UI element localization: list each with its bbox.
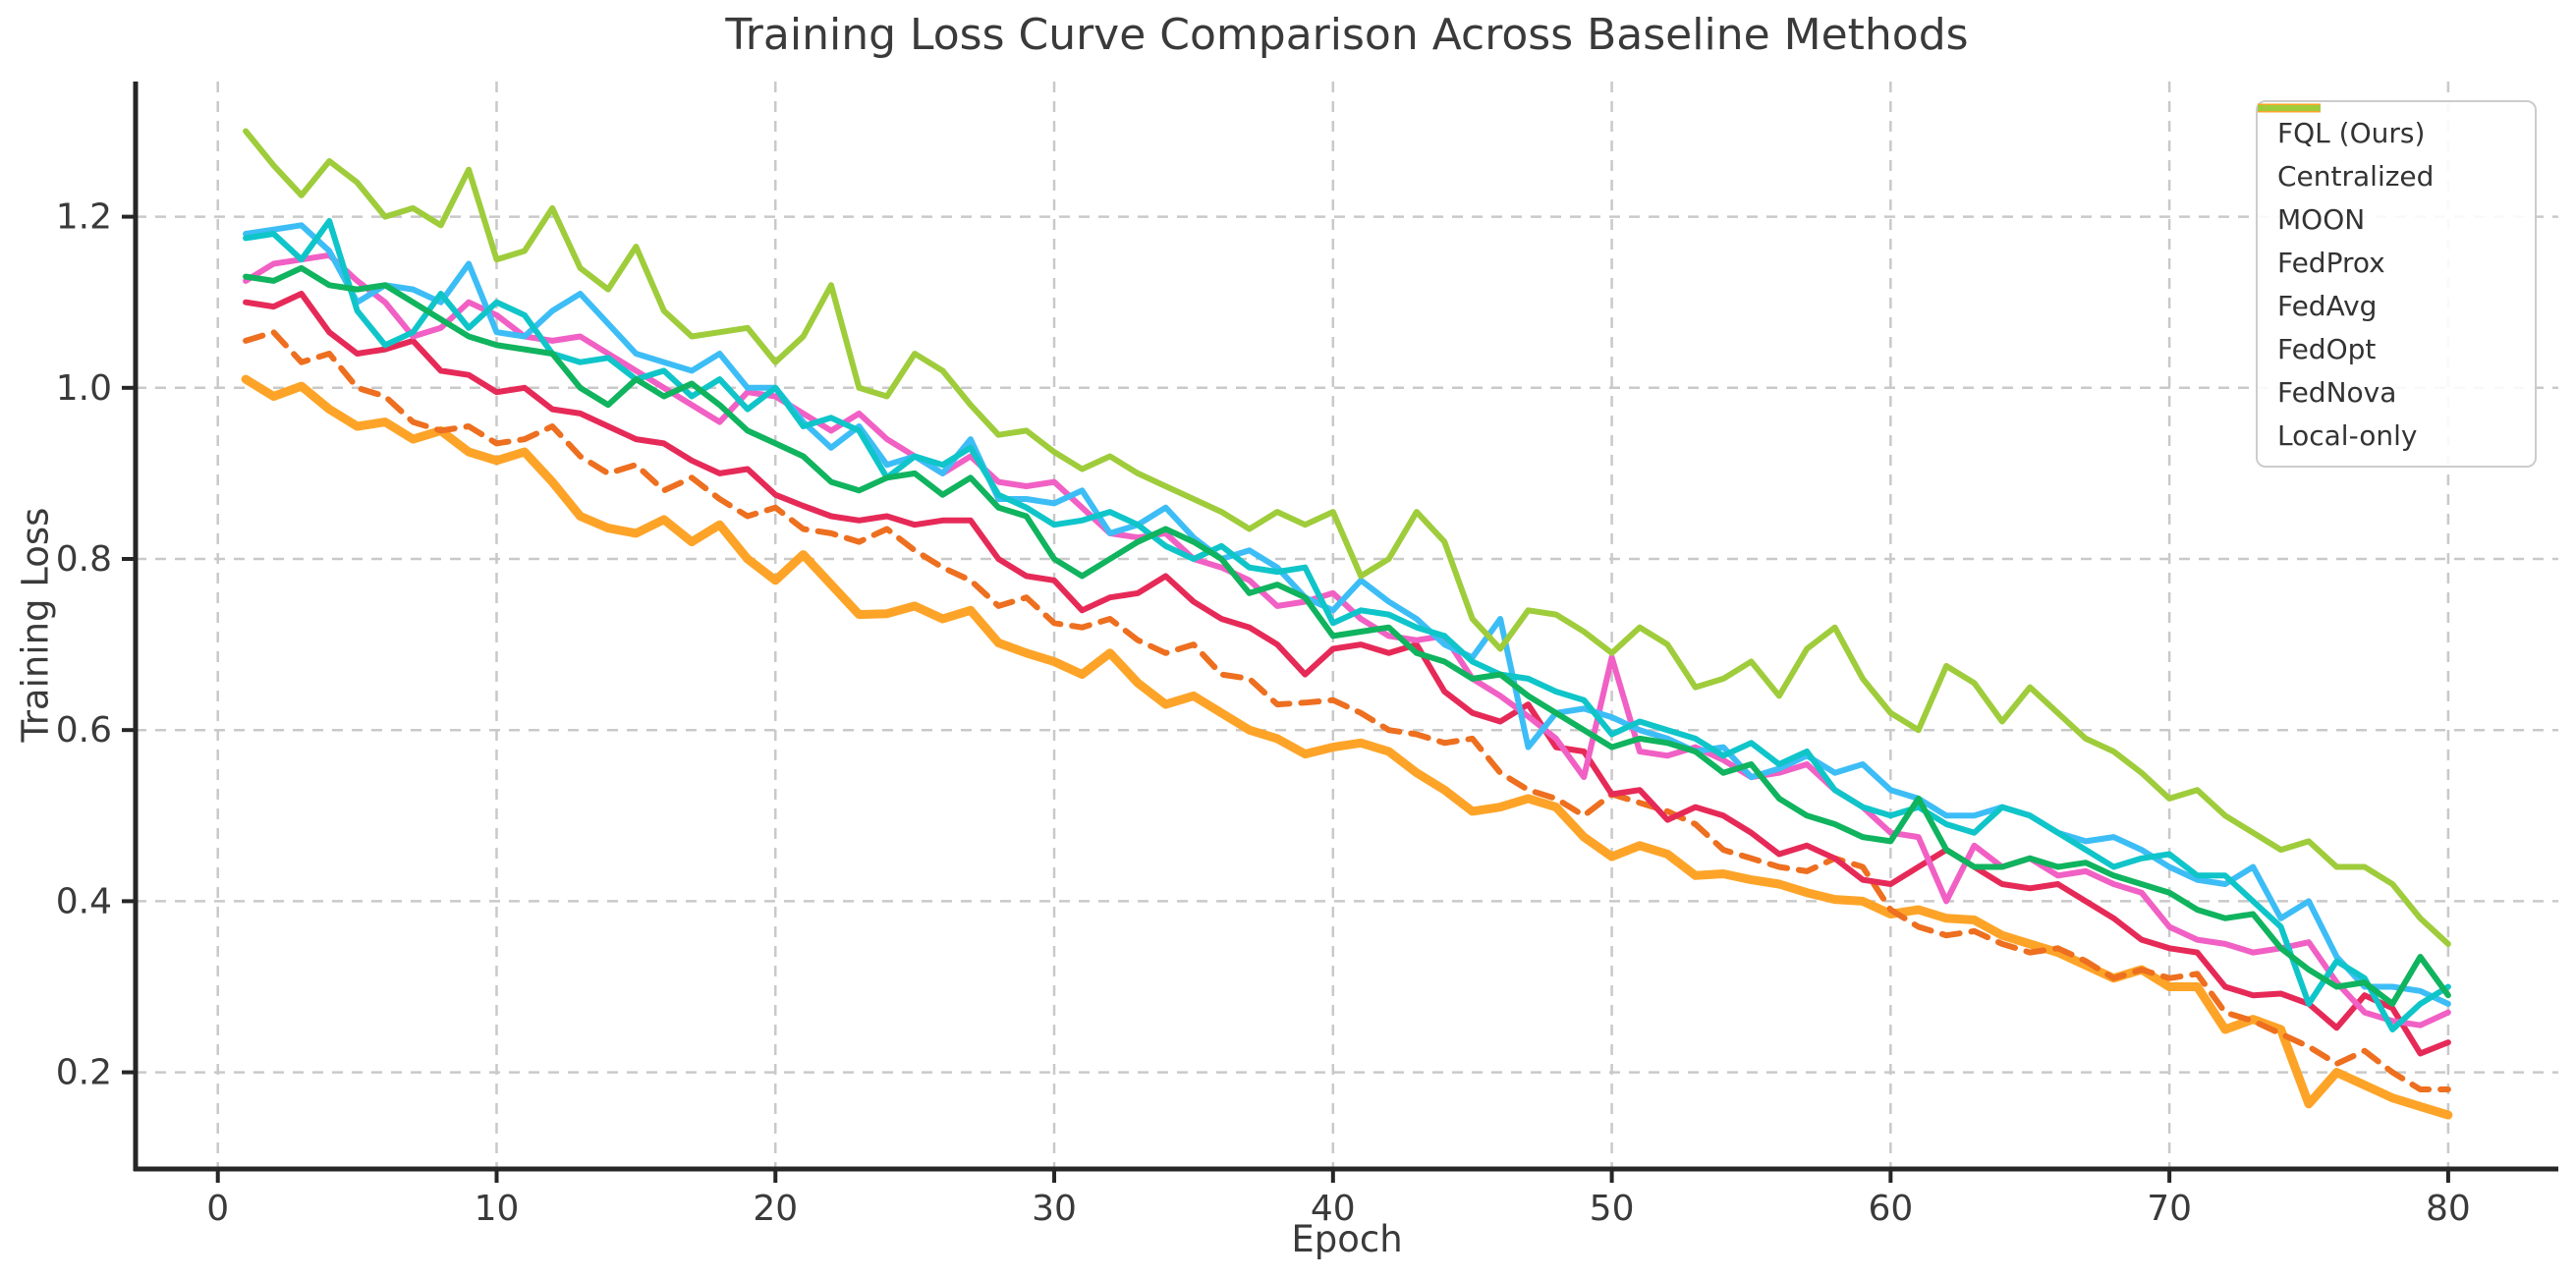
- chart-title: Training Loss Curve Comparison Across Ba…: [725, 10, 1969, 60]
- x-tick-label: 20: [753, 1189, 798, 1229]
- x-tick-label: 10: [475, 1189, 520, 1229]
- x-tick-label: 30: [1032, 1189, 1077, 1229]
- legend-label: FQL (Ours): [2277, 116, 2426, 149]
- legend: FQL (Ours) Centralized MOON FedProx FedAvg Fe…: [2256, 100, 2537, 468]
- series-line-fednova: [243, 264, 2451, 1007]
- y-tick-label: 1.0: [56, 368, 112, 409]
- legend-item: FedNova: [2258, 105, 2535, 414]
- y-tick-label: 0.4: [56, 881, 112, 921]
- x-tick-label: 80: [2426, 1189, 2471, 1229]
- x-tick-label: 0: [206, 1189, 229, 1229]
- legend-label: FedOpt: [2277, 332, 2377, 365]
- legend-item: Centralized: [2258, 105, 2535, 197]
- legend-label: FedProx: [2277, 246, 2385, 279]
- series-line-moon: [243, 291, 2451, 1057]
- legend-label: FedAvg: [2277, 289, 2378, 322]
- y-tick-label: 0.8: [56, 539, 112, 580]
- y-tick-label: 0.6: [56, 710, 112, 751]
- legend-label: Local-only: [2277, 418, 2418, 452]
- x-axis-label: Epoch: [1291, 1218, 1403, 1260]
- legend-item: FedOpt: [2258, 105, 2535, 370]
- series-line-fql-ours: [241, 374, 2453, 1120]
- x-tick-label: 70: [2147, 1189, 2192, 1229]
- series-line-local-only: [243, 128, 2451, 947]
- legend-label: Centralized: [2277, 159, 2435, 193]
- legend-item: MOON: [2258, 105, 2535, 241]
- legend-label: MOON: [2277, 202, 2366, 236]
- x-tick-label: 50: [1590, 1189, 1635, 1229]
- legend-label: FedNova: [2277, 375, 2397, 409]
- series-line-fedavg: [243, 222, 2451, 1007]
- series-line-fedprox: [243, 251, 2451, 1029]
- legend-item: FedProx: [2258, 105, 2535, 284]
- legend-swatch-line: [2258, 105, 2321, 111]
- legend-item: FQL (Ours): [2258, 103, 2535, 154]
- legend-item: FedAvg: [2258, 105, 2535, 327]
- x-tick-label: 40: [1311, 1189, 1356, 1229]
- series-line-fedopt: [243, 218, 2451, 1032]
- x-tick-label: 60: [1868, 1189, 1913, 1229]
- y-tick-label: 1.2: [56, 197, 112, 238]
- y-tick-label: 0.2: [56, 1053, 112, 1093]
- series-line-centralized: [243, 329, 2451, 1092]
- legend-item: Local-only: [2258, 105, 2535, 457]
- y-axis-label: Training Loss: [14, 507, 57, 743]
